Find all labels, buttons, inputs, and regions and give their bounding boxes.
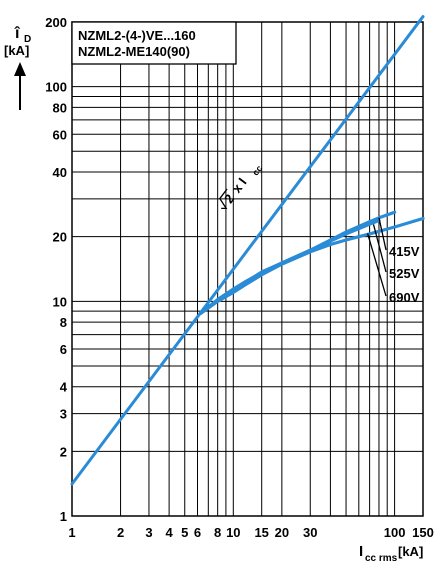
y-tick-label: 20 [53, 230, 67, 245]
series-line-690v [199, 216, 425, 315]
legend-box: NZML2-(4-)VE...160 NZML2-ME140(90) [71, 21, 237, 65]
x-axis-symbol: I [359, 543, 363, 560]
chart-series [70, 15, 425, 486]
x-axis-title: I cc rms [kA] [359, 543, 423, 564]
chart-grid [71, 21, 424, 517]
x-tick-label: 15 [254, 525, 268, 540]
x-tick-label: 30 [303, 525, 317, 540]
y-tick-label: 100 [45, 80, 67, 95]
sqrt-sign [219, 188, 228, 210]
x-tick-label: 8 [214, 525, 221, 540]
x-tick-label: 100 [384, 525, 406, 540]
reference-times-label: x I [229, 175, 250, 196]
y-tick-label: 1 [60, 509, 67, 524]
y-tick-label: 10 [53, 294, 67, 309]
plot-border [71, 21, 424, 517]
y-tick-label: 2 [60, 444, 67, 459]
x-tick-label: 2 [117, 525, 124, 540]
reference-line-label: 2 x I cc [219, 163, 264, 210]
x-tick-label: 4 [165, 525, 173, 540]
y-axis-arrow-head [14, 62, 26, 76]
y-tick-label: 3 [60, 407, 67, 422]
x-tick-label: 10 [226, 525, 240, 540]
legend-line-2: NZML2-ME140(90) [78, 44, 190, 59]
voltage-labels: 415V 525V 690V [389, 244, 420, 305]
x-tick-label: 5 [181, 525, 188, 540]
series-label-leader [372, 224, 387, 273]
series-line-525v [199, 218, 381, 315]
series-label-525v: 525V [389, 266, 420, 281]
x-tick-label: 150 [412, 525, 434, 540]
y-axis-subscript: D [24, 34, 31, 45]
y-tick-label: 4 [60, 380, 68, 395]
x-axis-subscript: cc rms [365, 553, 398, 564]
series-label-leader [366, 233, 387, 297]
x-axis-unit: [kA] [398, 544, 423, 559]
legend-line-1: NZML2-(4-)VE...160 [78, 28, 196, 43]
series-label-leader [378, 217, 387, 251]
y-tick-label: 40 [53, 165, 67, 180]
y-tick-label: 6 [60, 342, 67, 357]
tick-labels: 1 2 3 4 5 6 8 10 15 20 30 100 1501234681020406080100… [45, 15, 434, 540]
reference-subscript: cc [250, 163, 264, 177]
reference-line [70, 15, 425, 486]
x-tick-label: 6 [194, 525, 201, 540]
plot-frame [71, 21, 424, 517]
x-tick-label: 3 [145, 525, 152, 540]
x-tick-label: 1 [68, 525, 75, 540]
y-axis-symbol: î [14, 25, 21, 42]
y-tick-label: 60 [53, 127, 67, 142]
series-label-690v: 690V [389, 290, 420, 305]
y-tick-label: 200 [45, 15, 67, 30]
y-tick-label: 8 [60, 315, 67, 330]
y-axis-title: î D [kA] [4, 25, 31, 110]
y-axis-unit: [kA] [4, 43, 29, 58]
x-tick-label: 20 [275, 525, 289, 540]
y-tick-label: 80 [53, 100, 67, 115]
legend-box-frame [71, 21, 237, 65]
series-label-415v: 415V [389, 244, 420, 259]
